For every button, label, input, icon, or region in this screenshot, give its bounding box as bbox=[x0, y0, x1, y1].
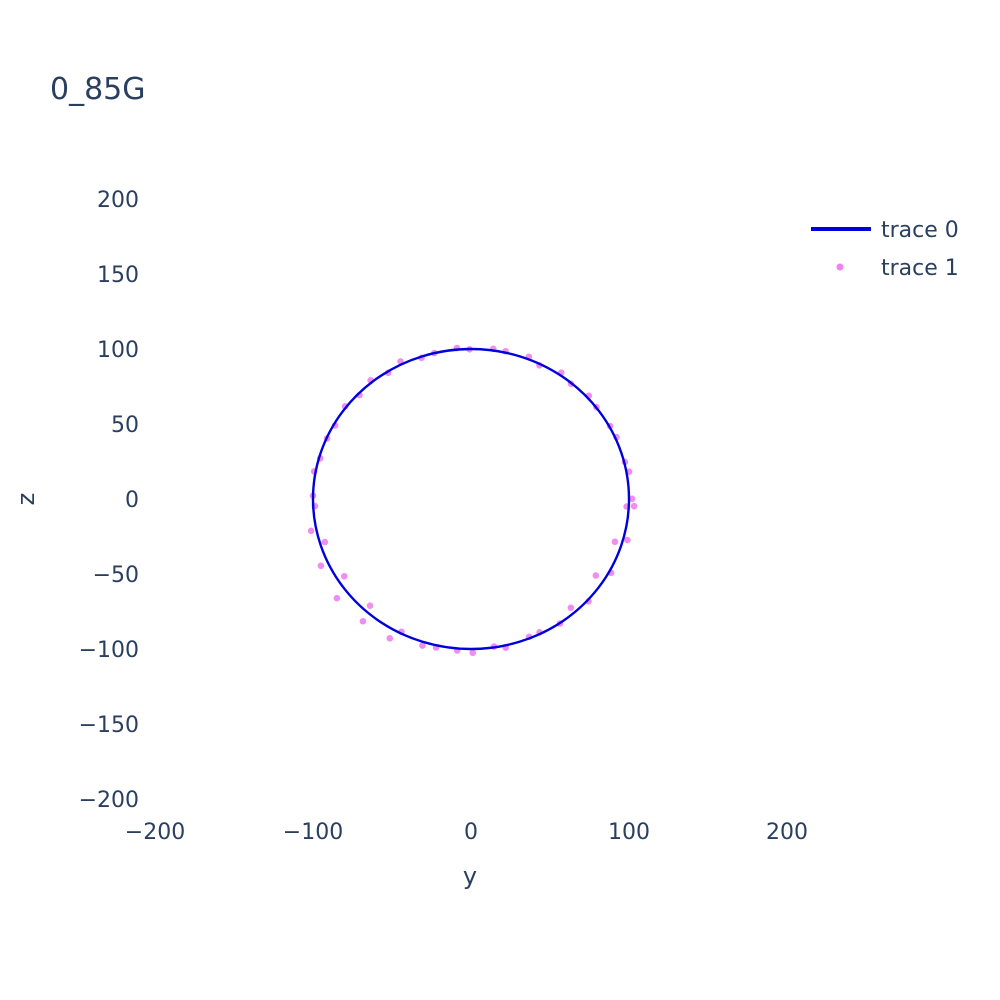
trace-1-point bbox=[628, 495, 636, 503]
trace-1-point bbox=[333, 594, 341, 602]
legend-label-trace-0: trace 0 bbox=[881, 218, 959, 243]
x-tick-label: 200 bbox=[766, 820, 808, 845]
y-tick-label: 200 bbox=[97, 188, 139, 213]
trace-1-point bbox=[307, 527, 315, 535]
y-tick-label: −100 bbox=[79, 638, 139, 663]
legend-marker-trace-1 bbox=[836, 263, 844, 271]
trace-1-point bbox=[592, 572, 600, 579]
x-tick-label: 100 bbox=[608, 820, 650, 845]
trace-1-point bbox=[469, 649, 477, 657]
trace-1-point bbox=[359, 617, 367, 625]
y-tick-label: 50 bbox=[111, 413, 139, 438]
chart-title: 0_85G bbox=[50, 72, 146, 107]
x-axis-title: y bbox=[463, 862, 477, 890]
legend: trace 0 trace 1 bbox=[811, 218, 959, 281]
legend-label-trace-1: trace 1 bbox=[881, 256, 959, 281]
y-tick-label: −200 bbox=[79, 788, 139, 813]
trace-1-point bbox=[321, 538, 329, 546]
trace-1-point bbox=[611, 538, 619, 546]
trace-1-point bbox=[317, 562, 325, 570]
trace-1-point bbox=[567, 604, 575, 612]
trace-1-point bbox=[340, 572, 348, 580]
y-tick-label: 100 bbox=[97, 338, 139, 363]
x-tick-label: −200 bbox=[125, 820, 185, 845]
y-tick-label: −150 bbox=[79, 713, 139, 738]
y-tick-label: 0 bbox=[125, 488, 139, 513]
trace-1-point bbox=[624, 536, 631, 544]
y-tick-label: −50 bbox=[93, 563, 139, 588]
trace-1-point bbox=[630, 502, 638, 510]
trace-1-point bbox=[386, 635, 394, 642]
trace-1-point bbox=[366, 602, 374, 609]
plot-area bbox=[307, 344, 638, 657]
y-axis-title: z bbox=[12, 493, 40, 506]
trace-1-point bbox=[419, 642, 426, 649]
x-axis-ticks: −200 −100 0 100 200 bbox=[125, 820, 808, 845]
trace-0-line bbox=[311, 347, 631, 651]
x-tick-label: 0 bbox=[464, 820, 478, 845]
x-tick-label: −100 bbox=[283, 820, 343, 845]
y-tick-label: 150 bbox=[97, 263, 139, 288]
y-axis-ticks: −200 −150 −100 −50 0 50 100 150 200 bbox=[79, 188, 139, 813]
